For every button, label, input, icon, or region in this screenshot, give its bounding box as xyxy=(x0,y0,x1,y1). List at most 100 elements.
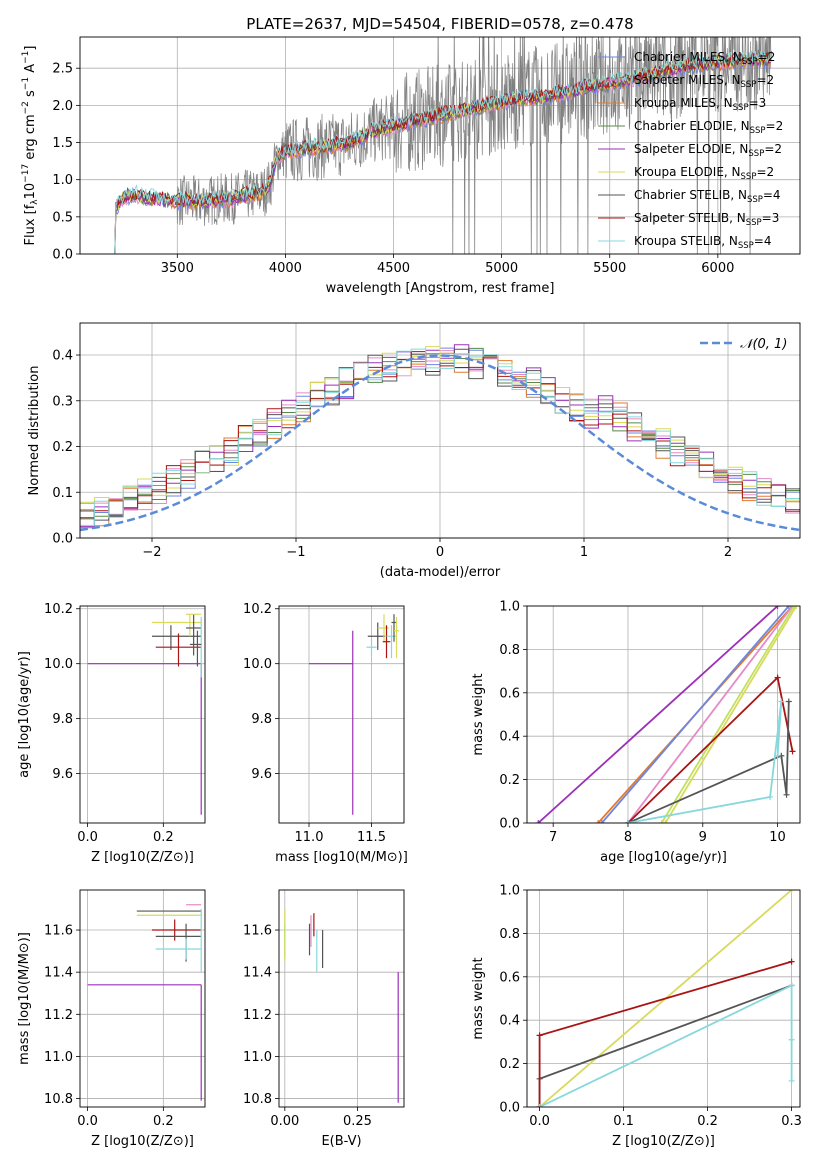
legend-entry-name: Salpeter STELIB, N xyxy=(634,211,746,225)
y-tick-label: 0.8 xyxy=(499,927,520,942)
y-tick-label: 10.8 xyxy=(44,1092,73,1107)
figure-title: PLATE=2637, MJD=54504, FIBERID=0578, z=0… xyxy=(246,15,633,33)
y-axis-label: Normed distribution xyxy=(27,366,42,496)
y-tick-label: 11.0 xyxy=(243,1050,272,1065)
y-tick-label: 0.4 xyxy=(499,1014,520,1029)
x-tick-label: 5000 xyxy=(485,261,518,276)
x-tick-label: 2 xyxy=(724,545,732,560)
y-label-part: A xyxy=(23,64,38,77)
normal-distribution-curve xyxy=(80,354,800,532)
y-tick-label: 11.6 xyxy=(243,924,272,939)
legend-entry: 𝒩(0, 1) xyxy=(740,337,787,352)
mass-weight-marker xyxy=(767,793,774,800)
y-tick-label: 0.4 xyxy=(52,349,73,364)
x-tick-label: 0.0 xyxy=(529,1114,550,1129)
x-axis-label: mass [log10(M/M⊙)] xyxy=(275,850,408,865)
y-tick-label: 10.0 xyxy=(44,657,73,672)
y-tick-label: 0.0 xyxy=(52,532,73,547)
x-tick-label: 0.2 xyxy=(153,830,174,845)
axes-frame xyxy=(278,889,405,1108)
x-tick-label: 0.00 xyxy=(270,1114,299,1129)
y-tick-label: 9.6 xyxy=(52,767,73,782)
y-tick-label: 1.5 xyxy=(52,136,73,151)
mass-weight-line xyxy=(537,606,779,823)
legend-entry-count: =2 xyxy=(758,50,776,64)
y-label-part: erg cm xyxy=(23,114,38,163)
mass-weight-marker xyxy=(783,791,790,798)
y-tick-label: 10.2 xyxy=(44,602,73,617)
y-tick-label: 0.0 xyxy=(52,248,73,263)
legend-entry-count: =2 xyxy=(756,73,774,87)
x-axis-label: (data-model)/error xyxy=(380,565,501,580)
axes-frame xyxy=(79,322,801,539)
y-axis-label: mass weight xyxy=(471,957,486,1039)
y-tick-label: 0.5 xyxy=(52,210,73,225)
axes-frame xyxy=(79,889,206,1108)
x-tick-label: 0.2 xyxy=(697,1114,718,1129)
axes-frame xyxy=(79,36,801,255)
x-tick-label: 0.1 xyxy=(613,1114,634,1129)
y-tick-label: 9.8 xyxy=(52,712,73,727)
y-tick-label: 0.1 xyxy=(52,486,73,501)
x-tick-label: 0 xyxy=(436,545,444,560)
mass-vs-EBV-plot-area xyxy=(284,908,399,1103)
y-label-part: Flux [f xyxy=(23,204,38,245)
legend-entry-subscript: SSP xyxy=(741,80,757,90)
x-tick-label: 1 xyxy=(580,545,588,560)
axes-frame xyxy=(79,605,206,824)
panels: 3500 4000 4500 5000 5500 6000 0.0 0.5 1.0 1.5 2.0 2… xyxy=(17,36,802,1149)
mass-weight-marker xyxy=(788,1077,795,1084)
x-tick-label: 0.0 xyxy=(77,830,98,845)
x-axis-label: Z [log10(Z/Z⊙)] xyxy=(612,1134,715,1149)
legend-entry-subscript: SSP xyxy=(738,241,754,251)
mass-weight-marker xyxy=(793,606,800,609)
y-axis-label: Flux [fλ10−17 erg cm−2 s−1 A−1] xyxy=(21,46,40,246)
mass-weight-marker xyxy=(598,820,605,823)
legend-entry-name: Salpeter ELODIE, N xyxy=(634,142,748,156)
y-axis-label: mass [log10(M/M⊙)] xyxy=(17,932,32,1065)
observed-spectrum xyxy=(114,37,772,254)
x-tick-label: 0.0 xyxy=(77,1114,98,1129)
legend-entry-subscript: SSP xyxy=(733,103,749,113)
mass-weight-line xyxy=(539,984,793,1107)
mass-vs-EBV-panel: 0.00 0.25 10.8 11.0 11.2 11.4 11.6 E(B-V) xyxy=(243,889,405,1149)
y-label-part: 10 xyxy=(23,183,38,200)
x-tick-label: 0.25 xyxy=(343,1114,372,1129)
y-tick-label: 1.0 xyxy=(52,173,73,188)
legend-entry: Chabrier MILES, NSSP=2 xyxy=(634,50,775,67)
legend-entry-name: Chabrier MILES, N xyxy=(634,50,742,64)
mass-weight-line xyxy=(627,701,790,823)
age-vs-mass-plot-area xyxy=(309,614,399,815)
mass-vs-Z-panel: 0.0 0.2 10.8 11.0 11.2 11.4 11.6 Z [log10(Z/Z⊙)… xyxy=(17,889,206,1149)
legend-entry-count: =2 xyxy=(756,165,774,179)
legend-entry: Chabrier STELIB, NSSP=4 xyxy=(634,188,781,205)
y-axis-label: age [log10(age/yr)] xyxy=(17,651,32,778)
legend-entry-name: Chabrier STELIB, N xyxy=(634,188,747,202)
legend-entry-subscript: SSP xyxy=(742,57,758,67)
x-tick-label: 0.3 xyxy=(781,1114,802,1129)
axes-frame xyxy=(526,605,801,824)
y-label-sup: −1 xyxy=(21,77,31,90)
x-tick-label: 3500 xyxy=(161,261,194,276)
y-label-part: s xyxy=(23,90,38,101)
mass-weight-line xyxy=(601,606,790,823)
mass-vs-Z-plot-area xyxy=(87,904,202,1101)
y-tick-label: 0.0 xyxy=(499,1101,520,1116)
mass-weight-marker xyxy=(788,982,795,989)
x-tick-label: 9 xyxy=(699,830,707,845)
y-tick-label: 0.3 xyxy=(52,394,73,409)
x-tick-label: 4000 xyxy=(269,261,302,276)
mass-weight-line xyxy=(627,701,783,823)
residuals-panel: −2 −1 0 1 2 0.0 0.1 0.2 0.3 0.4 𝒩(0, 1) (data-model… xyxy=(27,322,801,580)
x-axis-label: Z [log10(Z/Z⊙)] xyxy=(91,850,194,865)
mass-weight-marker xyxy=(789,748,796,755)
x-tick-label: −2 xyxy=(142,545,161,560)
spectrum-panel: 3500 4000 4500 5000 5500 6000 0.0 0.5 1.0 1.5 2.0 2… xyxy=(21,36,801,296)
mass-weight-marker xyxy=(658,820,665,823)
x-axis-label: age [log10(age/yr)] xyxy=(600,850,727,865)
y-tick-label: 0.2 xyxy=(499,1057,520,1072)
legend-entry-name: Kroupa ELODIE, N xyxy=(634,165,741,179)
y-tick-label: 10.0 xyxy=(243,657,272,672)
